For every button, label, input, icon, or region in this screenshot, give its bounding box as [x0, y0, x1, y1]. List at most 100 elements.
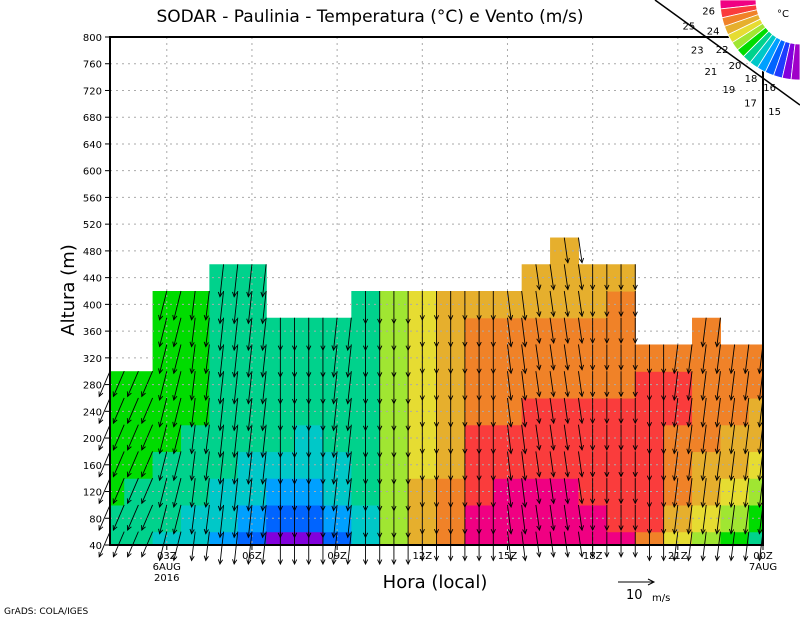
wind-arrowhead: [362, 425, 369, 432]
wind-arrowhead: [646, 422, 653, 428]
wind-arrow: [333, 531, 338, 565]
wind-arrowhead: [291, 398, 298, 405]
wind-arrowhead: [331, 478, 337, 485]
wind-arrowhead: [522, 368, 528, 375]
wind-arrowhead: [158, 475, 164, 482]
wind-arrowhead: [578, 471, 585, 478]
wind-arrow: [173, 344, 182, 374]
wind-arrow: [112, 424, 125, 451]
wind-arrowhead: [362, 532, 369, 539]
wind-arrow: [233, 317, 239, 351]
wind-arrowhead: [172, 448, 178, 455]
wind-arrow: [563, 424, 569, 450]
wind-arrowhead: [564, 471, 570, 478]
temperature-cell: [209, 531, 239, 546]
wind-arrow: [687, 504, 693, 534]
wind-arrowhead: [536, 284, 542, 291]
wind-arrowhead: [700, 395, 706, 402]
wind-arrowhead: [306, 345, 312, 352]
wind-arrow: [159, 504, 168, 534]
wind-arrowhead: [661, 528, 667, 535]
wind-arrowhead: [291, 532, 298, 539]
y-tick-label: 680: [83, 113, 102, 124]
wind-arrowhead: [507, 555, 514, 562]
wind-arrow: [716, 397, 721, 427]
wind-arrowhead: [700, 368, 706, 375]
wind-arrowhead: [320, 559, 326, 566]
wind-arrowhead: [522, 395, 528, 402]
wind-arrow: [507, 451, 512, 481]
wind-arrowhead: [277, 425, 283, 432]
wind-arrow: [507, 317, 512, 347]
temperature-cell: [663, 371, 693, 399]
wind-arrow: [173, 504, 182, 534]
wind-arrowhead: [522, 314, 528, 321]
wind-arrowhead: [362, 479, 369, 485]
wind-arrowhead: [700, 555, 706, 562]
wind-arrowhead: [550, 284, 556, 291]
wind-arrowhead: [246, 452, 252, 459]
wind-arrowhead: [550, 444, 556, 451]
wind-arrowhead: [550, 551, 556, 558]
wind-arrowhead: [433, 502, 440, 508]
temperature-cell: [521, 531, 551, 546]
wind-arrowhead: [590, 525, 596, 532]
wind-arrowhead: [550, 311, 556, 318]
wind-arrowhead: [476, 448, 482, 455]
wind-arrowhead: [391, 479, 397, 485]
wind-arrowhead: [462, 368, 468, 375]
colorbar-label: 24: [707, 26, 720, 37]
wind-arrowhead: [714, 395, 720, 402]
x-tick-date: 6AUG: [153, 562, 181, 573]
wind-arrowhead: [377, 345, 383, 352]
wind-arrow: [98, 451, 111, 477]
wind-arrow: [730, 451, 736, 481]
wind-arrowhead: [462, 315, 468, 321]
wind-arrowhead: [618, 552, 624, 558]
wind-arrowhead: [646, 448, 653, 455]
wind-arrow: [233, 451, 239, 484]
wind-arrowhead: [419, 555, 425, 562]
wind-arrowhead: [362, 452, 369, 459]
wind-arrowhead: [391, 372, 397, 378]
wind-arrowhead: [604, 498, 610, 505]
wind-arrow: [673, 504, 679, 534]
wind-arrowhead: [232, 452, 238, 459]
wind-arrow: [205, 531, 210, 561]
wind-arrowhead: [260, 532, 266, 539]
wind-arrowhead: [743, 475, 749, 482]
wind-arrowhead: [306, 479, 312, 485]
wind-arrow: [535, 397, 540, 424]
wind-arrowhead: [632, 445, 638, 451]
wind-arrowhead: [564, 498, 570, 505]
wind-arrowhead: [277, 372, 283, 378]
wind-arrowhead: [714, 475, 720, 482]
wind-arrow: [191, 344, 196, 374]
wind-arrowhead: [686, 555, 692, 562]
wind-arrowhead: [232, 398, 238, 405]
wind-arrowhead: [618, 284, 624, 291]
wind-arrow: [563, 317, 569, 344]
wind-arrowhead: [757, 368, 763, 375]
wind-arrowhead: [564, 391, 570, 398]
wind-arrowhead: [391, 425, 397, 432]
wind-arrow: [233, 478, 239, 511]
wind-arrowhead: [632, 418, 638, 425]
wind-arrowhead: [522, 528, 528, 535]
wind-arrowhead: [618, 391, 624, 398]
wind-arrowhead: [490, 422, 496, 428]
wind-arrowhead: [646, 528, 653, 535]
wind-arrow: [333, 317, 338, 351]
wind-arrowhead: [377, 425, 383, 432]
wind-arrow: [219, 478, 225, 511]
wind-arrowhead: [203, 448, 209, 455]
wind-arrowhead: [291, 345, 298, 352]
wind-arrowhead: [331, 452, 337, 459]
wind-arrowhead: [405, 559, 411, 566]
wind-arrowhead: [604, 364, 610, 371]
wind-arrow: [702, 371, 707, 401]
wind-arrowhead: [345, 532, 351, 539]
plot-frame: [109, 36, 764, 546]
wind-arrowhead: [246, 291, 252, 298]
